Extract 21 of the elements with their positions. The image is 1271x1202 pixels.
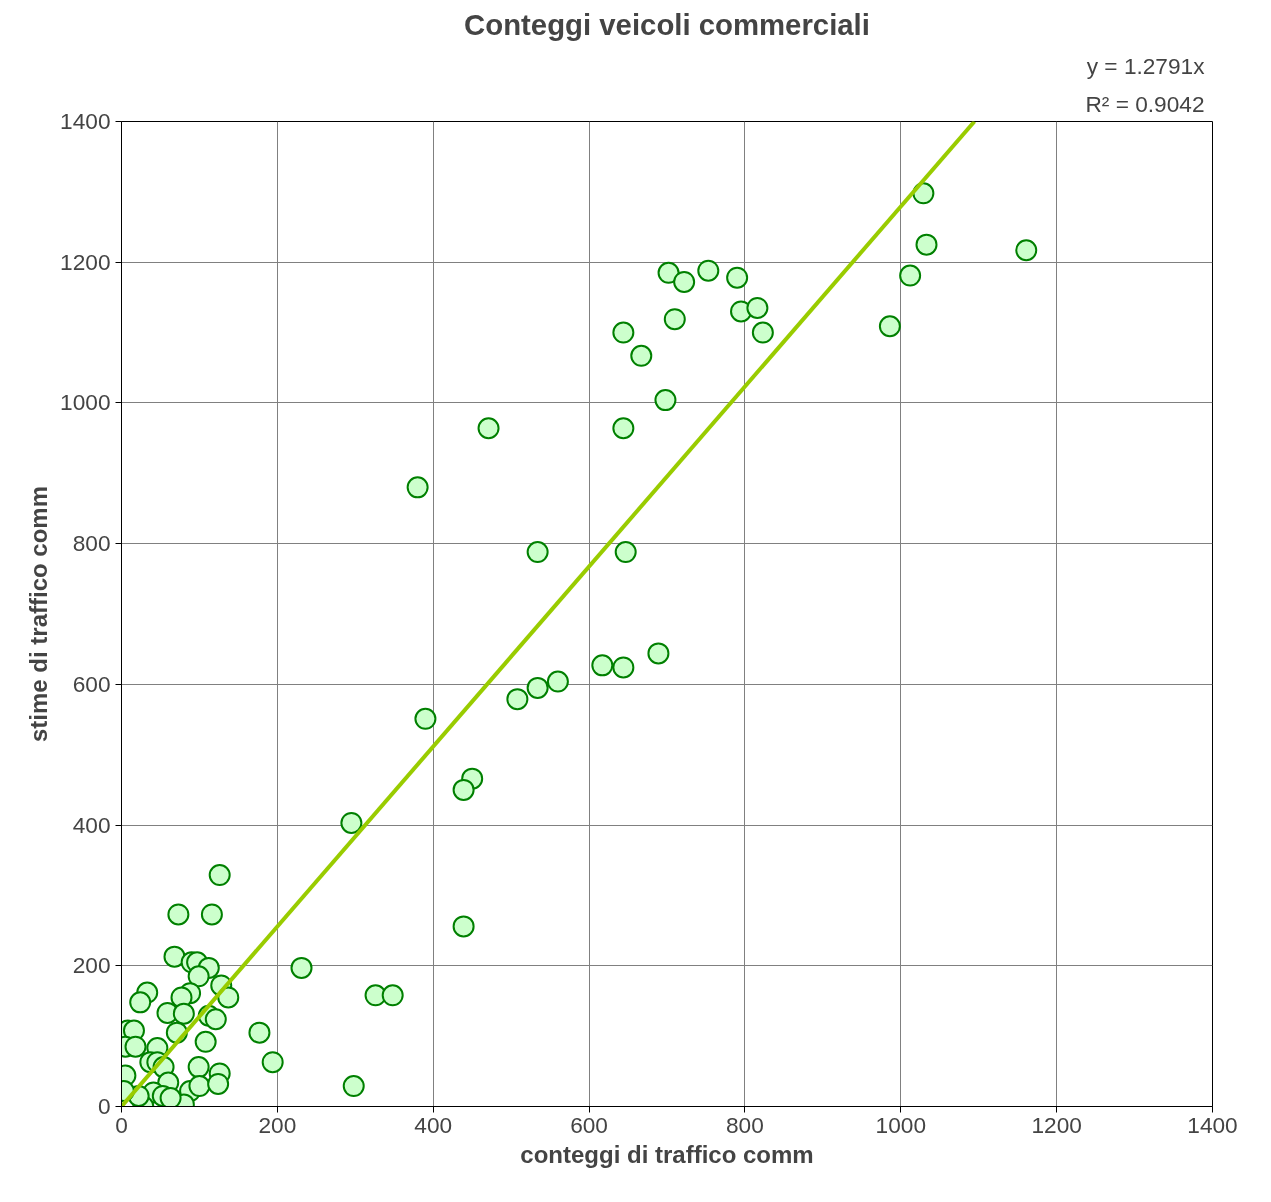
chart-title: Conteggi veicoli commerciali [464, 7, 870, 41]
x-tick-label: 1400 [1187, 1111, 1238, 1138]
y-tick-label: 1400 [60, 108, 111, 134]
y-tick-label: 1200 [60, 248, 111, 275]
y-tick-label: 800 [72, 530, 111, 557]
x-tick-label: 400 [414, 1111, 453, 1138]
text: R² = 0.9042 [1085, 90, 1205, 117]
y-tick-label: 400 [72, 811, 111, 838]
x-tick-label: 0 [115, 1111, 128, 1138]
x-tick-label: 600 [570, 1111, 608, 1138]
y-axis-title: stime di traffico comm [25, 485, 53, 743]
x-tick-label: 1000 [875, 1111, 926, 1138]
x-tick-label: 200 [258, 1111, 297, 1138]
x-axis-title: conteggi di traffico comm [520, 1140, 814, 1168]
x-tick-label: 800 [726, 1111, 764, 1138]
y-tick-label: 1000 [60, 389, 111, 416]
y-tick-label: 0 [97, 1093, 111, 1119]
x-tick-label: 1200 [1031, 1111, 1082, 1138]
y-tick-label: 200 [72, 952, 111, 979]
text: y = 1.2791x [1086, 52, 1206, 79]
y-tick-label: 600 [72, 670, 111, 697]
